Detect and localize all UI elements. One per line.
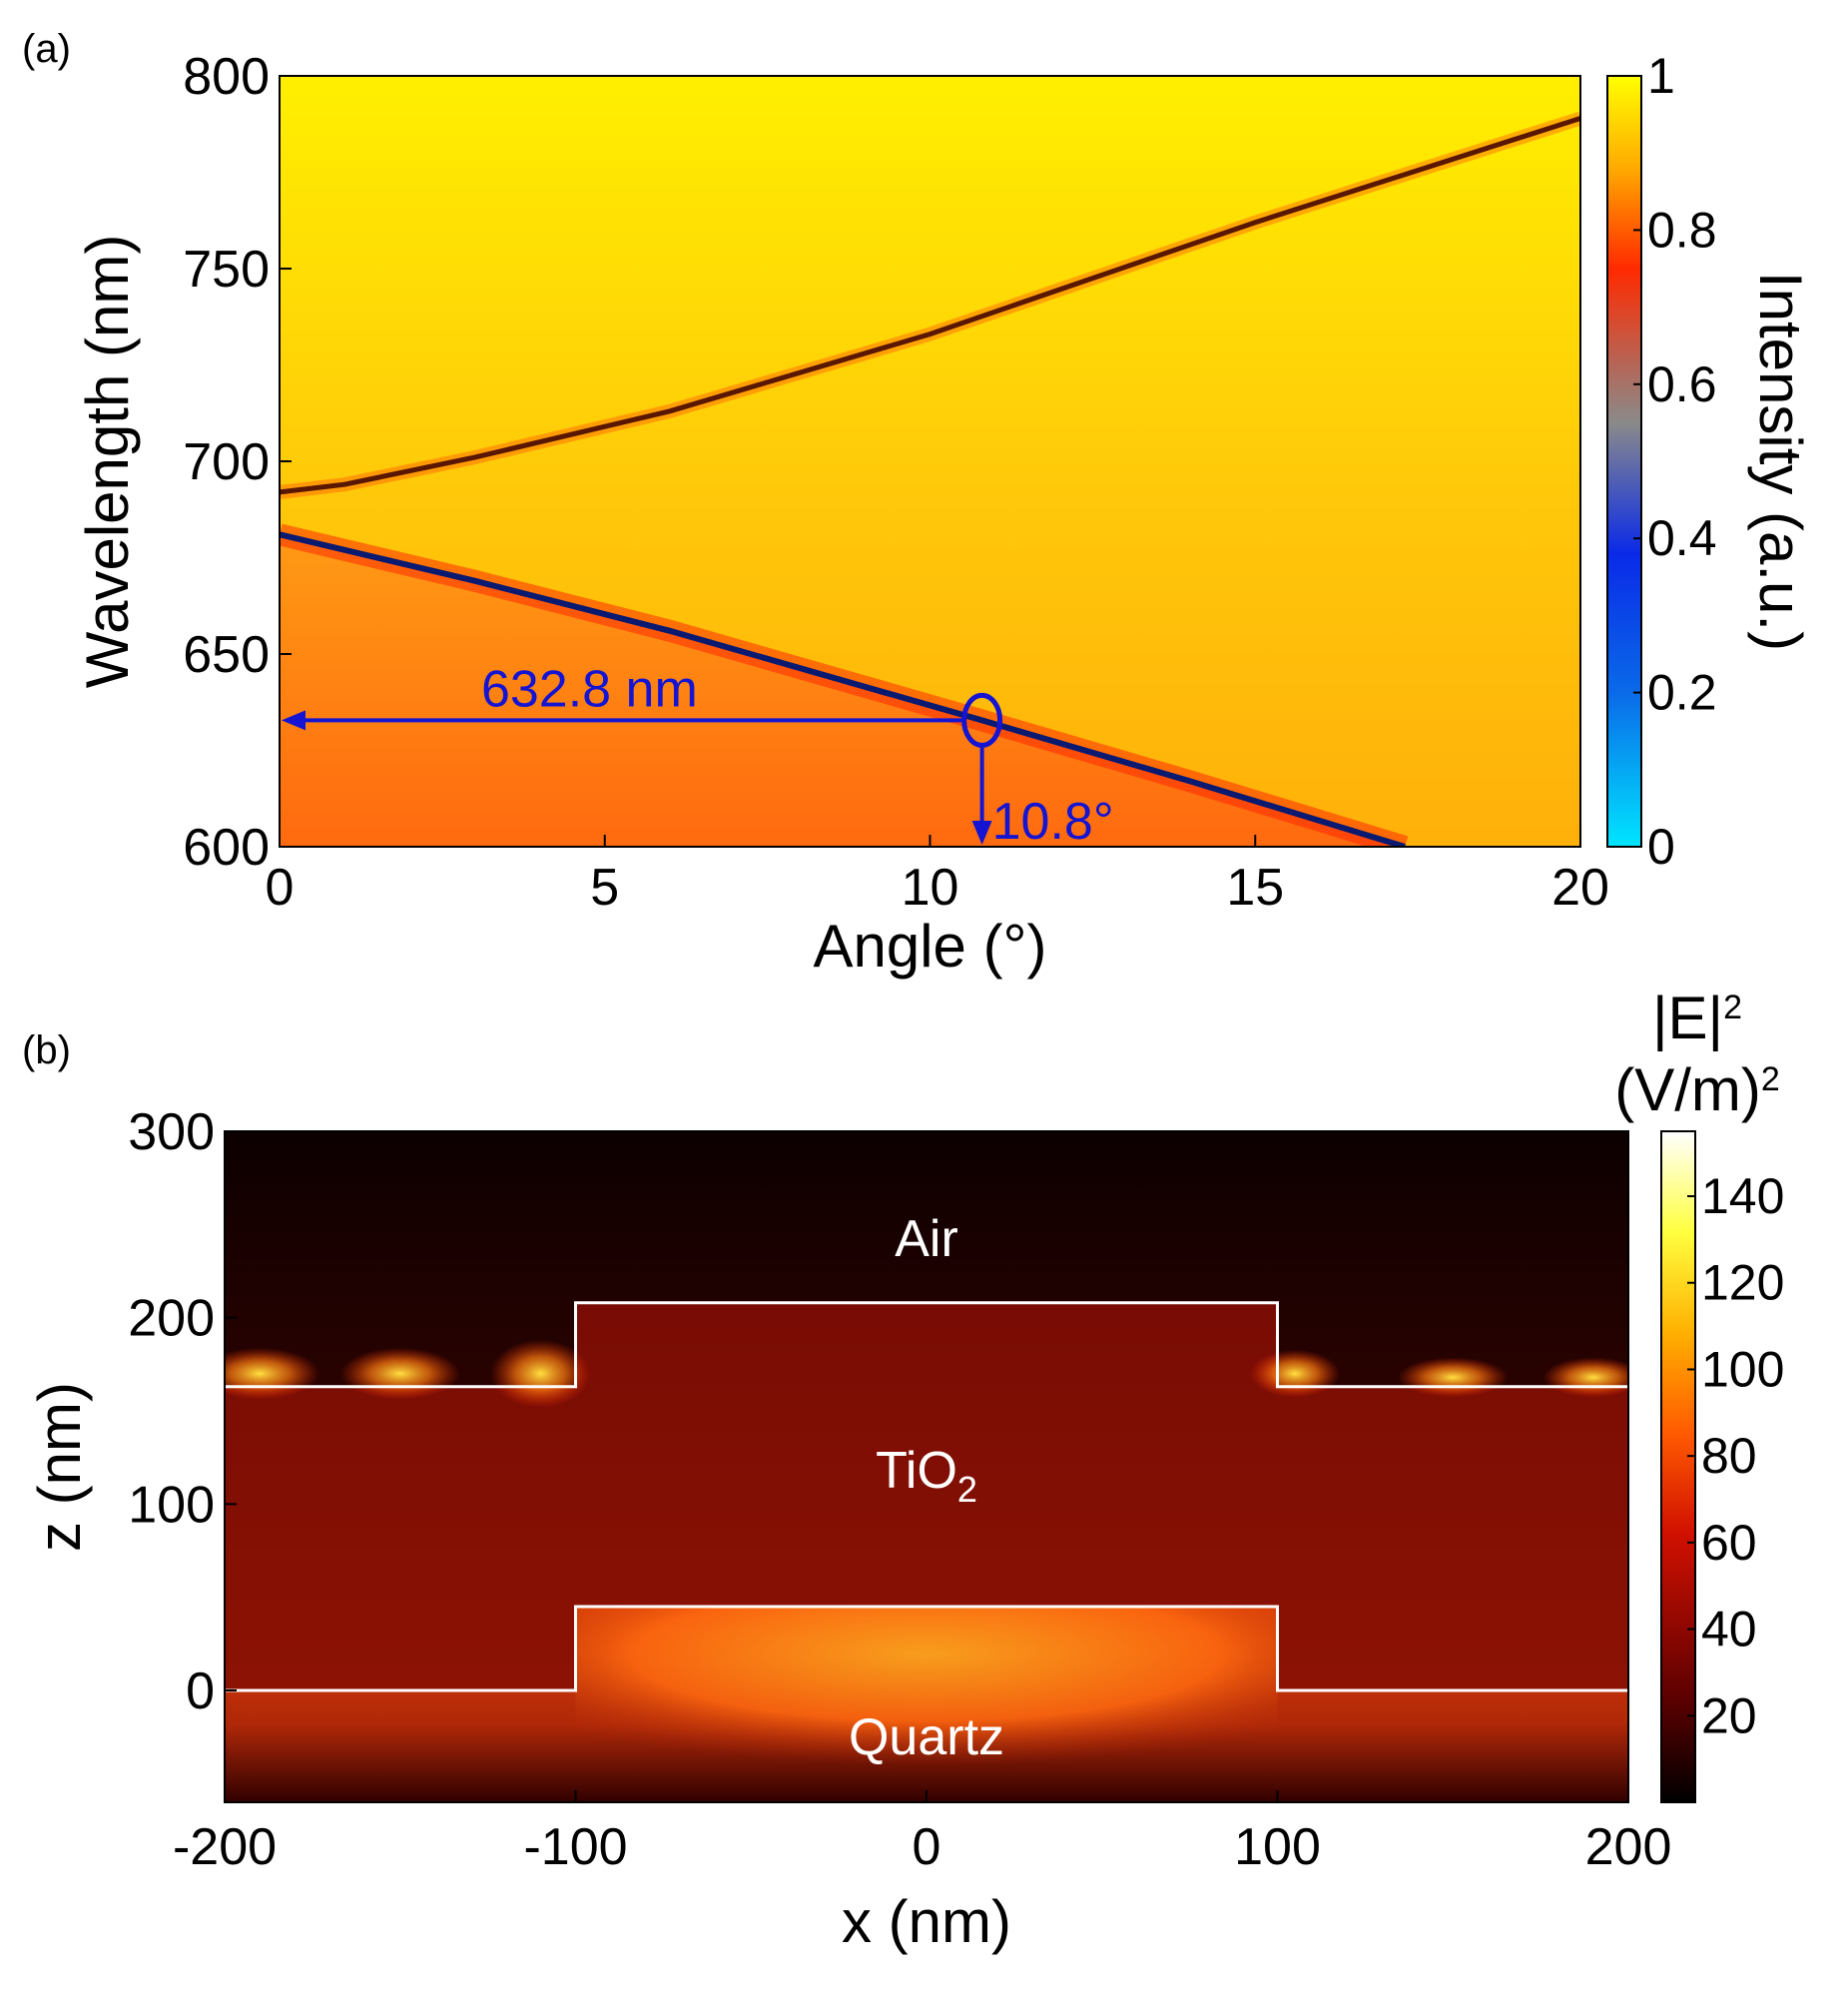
angle-arrow-head xyxy=(971,821,992,845)
colorbar-b-tick-label: 100 xyxy=(1701,1341,1784,1397)
colorbar-b-gradient xyxy=(1660,1130,1696,1803)
panel-b-axes: -200 -100 0 100 200 0 100 200 300 x (nm) z (nm) xyxy=(26,1103,1671,1955)
panel-a-label: (a) xyxy=(22,27,71,71)
colorbar-b-tick-label: 20 xyxy=(1701,1687,1757,1743)
colorbar-a-title: Intensity (a.u.) xyxy=(1747,272,1814,651)
panel-b: (b) Air TiO2 Quartz -200 -100 0 100 20001002… xyxy=(22,985,1784,1955)
x-tick-label-a: 5 xyxy=(590,859,619,917)
colorbar-a-gradient xyxy=(1606,75,1642,848)
y-tick-label-b: 100 xyxy=(128,1476,215,1534)
colorbar-b-tick-label: 140 xyxy=(1701,1168,1784,1224)
y-tick-label-a: 750 xyxy=(183,241,270,299)
x-tick-label-a: 20 xyxy=(1551,859,1609,917)
y-tick-label-a: 800 xyxy=(183,48,270,106)
x-tick-label-b: -200 xyxy=(173,1818,277,1876)
colorbar-a-ticks: 0 0.2 0.4 0.6 0.8 1 xyxy=(1633,48,1717,875)
colorbar-b-title-line1: |E|2 xyxy=(1652,985,1742,1051)
colorbar-a-tick-label: 1 xyxy=(1647,48,1675,104)
x-tick-label-a: 15 xyxy=(1226,859,1284,917)
colorbar-a-tick-label: 0 xyxy=(1647,819,1675,875)
tio2-label-main: TiO xyxy=(876,1442,957,1500)
y-axis-title-b: z (nm) xyxy=(26,1382,93,1552)
colorbar-b-tick-label: 60 xyxy=(1701,1515,1757,1571)
air-label: Air xyxy=(895,1210,958,1268)
x-tick-label-b: 100 xyxy=(1234,1818,1321,1876)
annotation-a: 632.8 nm 10.8° xyxy=(282,660,1114,851)
x-tick-label-b: -100 xyxy=(523,1818,627,1876)
colorbar-b-tick-label: 40 xyxy=(1701,1602,1757,1658)
field-hotspot xyxy=(490,1339,591,1408)
y-axis-title-a: Wavelength (nm) xyxy=(74,235,141,689)
tio2-field xyxy=(225,1302,1628,1690)
field-hotspot xyxy=(339,1347,460,1400)
colorbar-a-tick-label: 0.6 xyxy=(1647,356,1717,412)
resonance-marker-circle xyxy=(961,692,1003,748)
quartz-label: Quartz xyxy=(849,1708,1004,1766)
lower-resonance-line xyxy=(280,531,1406,847)
x-axis-title-a: Angle (°) xyxy=(813,913,1046,980)
field-hotspot xyxy=(1250,1349,1341,1398)
upper-resonance-line xyxy=(280,116,1580,495)
colorbar-b-unit-sup: 2 xyxy=(1761,1060,1780,1098)
wavelength-annotation: 632.8 nm xyxy=(481,660,698,718)
x-tick-label-a: 0 xyxy=(266,859,295,917)
upper-resonance-glow xyxy=(280,111,1580,499)
y-tick-label-b: 200 xyxy=(128,1290,215,1348)
panel-b-label: (b) xyxy=(22,1028,71,1072)
upper-grating-boundary xyxy=(225,1301,1628,1389)
colorbar-a-tick-label: 0.4 xyxy=(1647,510,1717,566)
lower-grating-boundary xyxy=(225,1605,1628,1692)
tio2-label: TiO2 xyxy=(876,1442,977,1510)
y-tick-label-b: 300 xyxy=(128,1103,215,1161)
y-tick-label-a: 700 xyxy=(183,433,270,491)
tio2-label-subscript: 2 xyxy=(957,1469,977,1510)
colorbar-b-tick-label: 120 xyxy=(1701,1255,1784,1311)
y-tick-label-a: 650 xyxy=(183,626,270,684)
quartz-center-hotspot xyxy=(575,1607,1278,1765)
colorbar-a: 0 0.2 0.4 0.6 0.8 1 Intensity (a.u.) xyxy=(1606,48,1814,875)
panel-a-heatmap xyxy=(280,76,1580,847)
colorbar-a-tick-label: 0.8 xyxy=(1647,202,1717,258)
panel-a: (a) 632.8 nm 10.8° 0 5 10 15 206006507007508… xyxy=(22,27,1814,980)
y-tick-label-a: 600 xyxy=(183,819,270,877)
colorbar-b-e-label: |E| xyxy=(1652,985,1723,1051)
field-hotspot xyxy=(225,1347,320,1400)
colorbar-b-e-sup: 2 xyxy=(1723,989,1742,1026)
x-tick-label-b: 200 xyxy=(1585,1818,1672,1876)
colorbar-b-ticks: 20 40 60 80 100 120 140 xyxy=(1687,1168,1784,1743)
angle-annotation: 10.8° xyxy=(992,793,1114,851)
panel-a-axes: 0 5 10 15 20 600 650 700 750 800 Angle (°) Waveleng… xyxy=(74,48,1609,980)
panel-b-heatmap xyxy=(225,1131,1628,1802)
field-hotspot xyxy=(1398,1357,1509,1398)
y-tick-label-b: 0 xyxy=(186,1662,215,1720)
x-tick-label-b: 0 xyxy=(913,1818,941,1876)
wavelength-arrow-head xyxy=(282,710,306,731)
x-axis-title-b: x (nm) xyxy=(842,1888,1011,1955)
colorbar-a-tick-label: 0.2 xyxy=(1647,665,1717,721)
x-tick-label-a: 10 xyxy=(902,859,959,917)
colorbar-b-tick-label: 80 xyxy=(1701,1428,1757,1484)
colorbar-b-title-line2: (V/m)2 xyxy=(1614,1056,1780,1123)
colorbar-b-unit-label: (V/m) xyxy=(1614,1056,1761,1123)
